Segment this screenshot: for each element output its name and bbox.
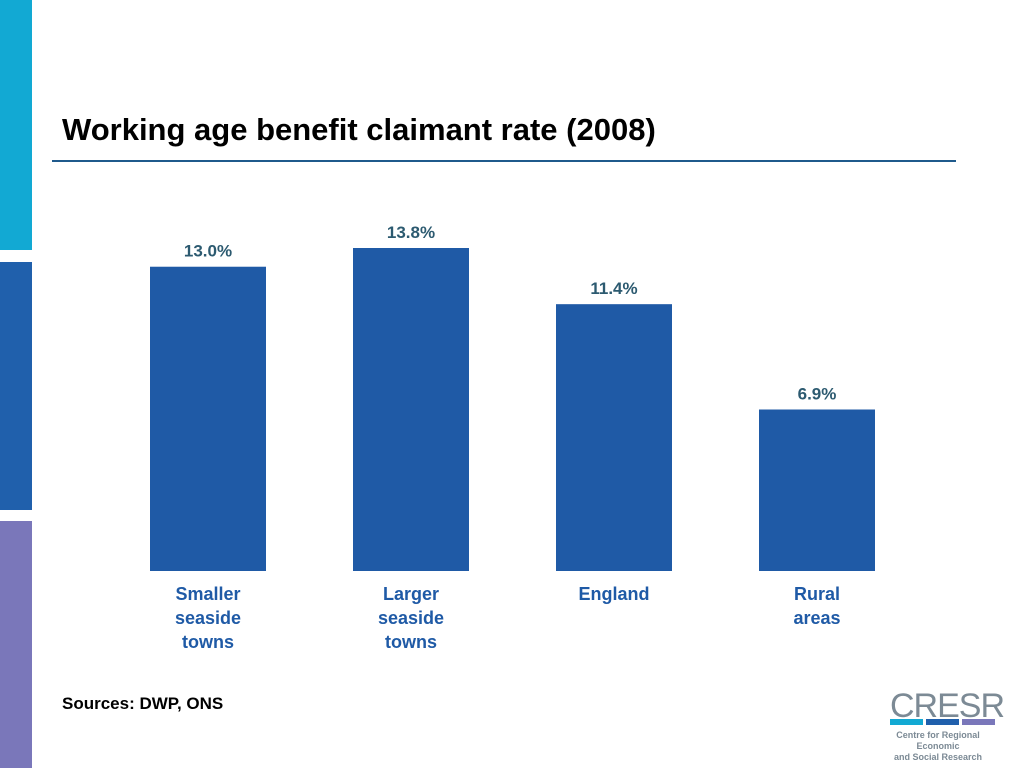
logo-wordmark: CRESR: [890, 687, 1005, 725]
data-label-smaller-seaside-towns: 13.0%: [184, 242, 232, 261]
bar-larger-seaside-towns: [353, 248, 469, 571]
data-label-england: 11.4%: [590, 279, 637, 298]
title-underline: [52, 160, 956, 162]
side-stripe-purple: [0, 521, 32, 768]
sources-note: Sources: DWP, ONS: [62, 694, 224, 713]
category-label-larger-seaside-towns: Larger seaside towns: [378, 584, 444, 652]
category-label-rural-areas: Rural areas: [793, 584, 840, 628]
cresr-logo: CRESR Centre for Regional Economic and S…: [876, 687, 1005, 762]
side-stripe-blue: [0, 262, 32, 510]
logo-bar-purple: [962, 719, 995, 725]
data-label-rural-areas: 6.9%: [798, 385, 837, 404]
category-label-smaller-seaside-towns: Smaller seaside towns: [175, 584, 241, 652]
logo-subtitle: Centre for Regional Economic and Social …: [876, 730, 1000, 763]
bar-england: [556, 304, 672, 571]
logo-subtitle-line-1: Centre for Regional Economic: [896, 730, 980, 751]
bar-rural-areas: [759, 409, 875, 571]
logo-bar-cyan: [890, 719, 923, 725]
data-label-larger-seaside-towns: 13.8%: [387, 223, 435, 242]
bar-smaller-seaside-towns: [150, 266, 266, 571]
chart-title: Working age benefit claimant rate (2008): [62, 112, 656, 147]
logo-subtitle-line-2: and Social Research: [893, 752, 983, 762]
side-stripe-cyan: [0, 0, 32, 250]
logo-bar-blue: [926, 719, 959, 725]
category-label-england: England: [579, 584, 650, 604]
